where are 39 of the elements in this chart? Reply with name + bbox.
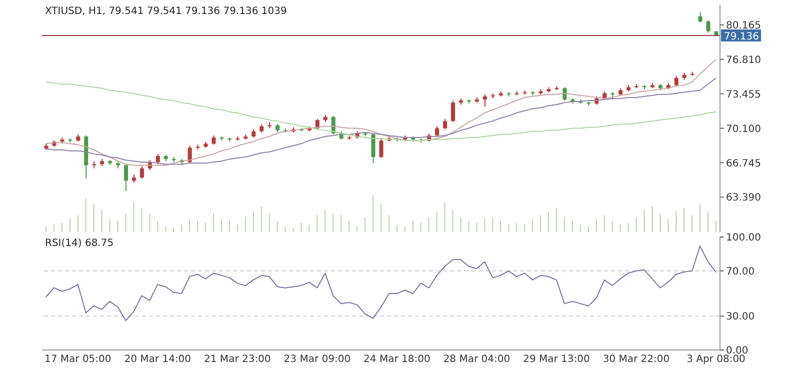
- chart-title: RSI(14) 68.75: [45, 238, 114, 249]
- x-tick-label: 17 Mar 05:00: [44, 354, 112, 366]
- y-tick-label: 100.00: [726, 232, 761, 244]
- x-tick-label: 24 Mar 18:00: [364, 354, 430, 366]
- candlestick: [379, 138, 384, 159]
- chart-title: XTIUSD, H1, 79.541 79.541 79.136 79.136 1039: [45, 6, 287, 17]
- candlestick: [212, 134, 216, 146]
- candlestick: [435, 126, 440, 137]
- candlestick: [315, 118, 320, 130]
- x-tick-label: 23 Mar 09:00: [284, 354, 351, 366]
- candlestick: [706, 20, 710, 34]
- x-tick-label: 20 Mar 14:00: [124, 354, 192, 366]
- x-tick-label: 28 Mar 04:00: [443, 354, 510, 366]
- x-tick-label: 30 Mar 22:00: [602, 354, 670, 366]
- x-tick-label: 29 Mar 13:00: [523, 354, 590, 366]
- x-tick-label: 21 Mar 23:00: [204, 354, 271, 366]
- y-tick-label: 76.810: [726, 54, 761, 66]
- x-tick-label: 3 Apr 08:00: [686, 354, 746, 366]
- y-tick-label: 70.00: [726, 266, 755, 278]
- candlestick: [188, 145, 192, 164]
- candlestick: [92, 160, 96, 169]
- y-tick-label: 30.00: [726, 312, 755, 323]
- ref-line-label: 79.136: [724, 31, 759, 42]
- y-tick-label: 80.165: [726, 20, 761, 32]
- candlestick: [156, 153, 160, 165]
- candlestick: [698, 12, 702, 23]
- candlestick: [371, 132, 376, 164]
- candlestick: [674, 75, 678, 87]
- candlestick: [443, 118, 448, 130]
- candlestick: [140, 166, 144, 180]
- y-tick-label: 73.455: [726, 89, 761, 100]
- y-tick-label: 70.100: [726, 124, 761, 135]
- candlestick: [482, 94, 487, 108]
- y-tick-label: 66.745: [726, 158, 761, 170]
- line-series: [45, 246, 717, 322]
- y-tick-label: 63.390: [726, 192, 761, 204]
- candlestick: [124, 164, 128, 192]
- candlestick: [451, 100, 456, 123]
- candlestick: [562, 86, 567, 102]
